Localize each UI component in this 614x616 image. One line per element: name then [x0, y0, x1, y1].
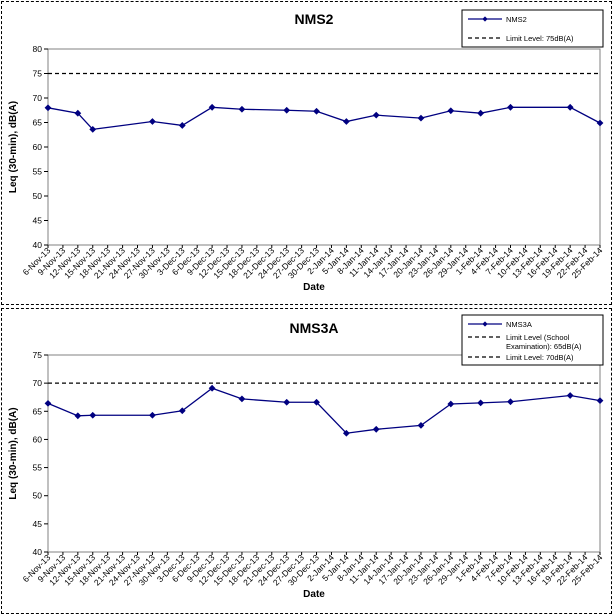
y-tick-label: 75	[33, 69, 43, 79]
legend-label: NMS3A	[506, 320, 532, 329]
y-tick-label: 50	[33, 491, 43, 501]
data-point	[417, 114, 425, 122]
y-tick-label: 45	[33, 216, 43, 226]
y-tick-label: 45	[33, 519, 43, 529]
plot-area	[47, 48, 601, 246]
chart-panel-nms3a: NMS3A 40 45 50 55 60 65 70 75 6-Nov-13 9-Nov-13 12-…	[1, 308, 612, 614]
data-point	[44, 400, 52, 407]
data-point	[238, 105, 246, 113]
data-point	[178, 122, 186, 129]
data-point	[74, 412, 82, 420]
legend-label: Limit Level: 75dB(A)	[506, 34, 574, 43]
x-axis-title: Date	[303, 589, 325, 600]
y-axis-title: Leq (30-min), dB(A)	[8, 407, 19, 499]
legend-label-line: Examination): 65dB(A)	[506, 342, 582, 351]
data-point	[149, 118, 156, 125]
data-point	[178, 407, 186, 415]
data-point	[566, 103, 574, 111]
data-point	[342, 118, 350, 125]
data-point	[566, 392, 574, 399]
y-tick-label: 55	[33, 167, 43, 177]
data-point	[477, 109, 485, 117]
data-point	[596, 119, 604, 127]
y-tick-label: 75	[33, 350, 43, 360]
data-point	[44, 104, 52, 112]
y-tick-label: 50	[33, 191, 43, 201]
y-tick-label: 70	[33, 93, 43, 103]
y-tick-label: 40	[33, 547, 43, 557]
data-point	[596, 397, 604, 404]
legend-box	[461, 9, 604, 48]
y-axis-title: Leq (30-min), dB(A)	[8, 101, 19, 193]
data-point	[372, 111, 380, 119]
data-point	[149, 411, 156, 419]
data-point	[283, 398, 291, 406]
chart-title: NMS3A	[289, 320, 338, 336]
data-point	[89, 411, 97, 419]
chart-nms3a: NMS3A40455055606570756-Nov-139-Nov-1312-…	[8, 314, 605, 600]
data-point	[342, 429, 350, 437]
data-point	[447, 107, 455, 115]
data-point	[208, 384, 216, 392]
legend-label: Limit Level: 70dB(A)	[506, 353, 574, 362]
data-point	[283, 106, 291, 114]
data-point	[313, 107, 320, 115]
data-point	[238, 395, 246, 403]
y-tick-label: 55	[33, 463, 43, 473]
data-point	[477, 399, 485, 407]
series-line-nms3a	[47, 387, 601, 434]
data-point	[372, 425, 380, 433]
data-point	[417, 421, 425, 429]
y-tick-label: 65	[33, 406, 43, 416]
chart-title: NMS2	[295, 11, 334, 27]
data-point	[89, 125, 97, 133]
y-tick-label: 60	[33, 142, 43, 152]
plot-area	[47, 354, 601, 553]
data-point	[507, 103, 514, 111]
x-axis-title: Date	[303, 282, 325, 293]
legend-label-line: Limit Level (School	[506, 333, 570, 342]
y-tick-label: 70	[33, 378, 43, 388]
series-line-nms2	[47, 106, 601, 131]
y-tick-label: 60	[33, 434, 43, 444]
legend-swatch-marker	[482, 321, 488, 327]
y-tick-label: 80	[33, 44, 43, 54]
data-point	[313, 398, 320, 406]
y-tick-label: 65	[33, 118, 43, 128]
legend-label: Limit Level (School Examination): 65dB(A)	[506, 333, 582, 351]
legend-label: NMS2	[506, 15, 527, 24]
data-point	[74, 109, 82, 117]
chart-nms2: NMS24045505560657075806-Nov-139-Nov-1312…	[8, 9, 605, 293]
y-tick-label: 40	[33, 240, 43, 250]
legend-swatch-marker	[482, 16, 488, 22]
data-point	[507, 398, 514, 406]
chart-panel-nms2: NMS2 40 45 50 55 60 65 70 75 80 6-Nov-13 9-Nov-13 12…	[1, 1, 612, 305]
data-point	[208, 103, 216, 111]
